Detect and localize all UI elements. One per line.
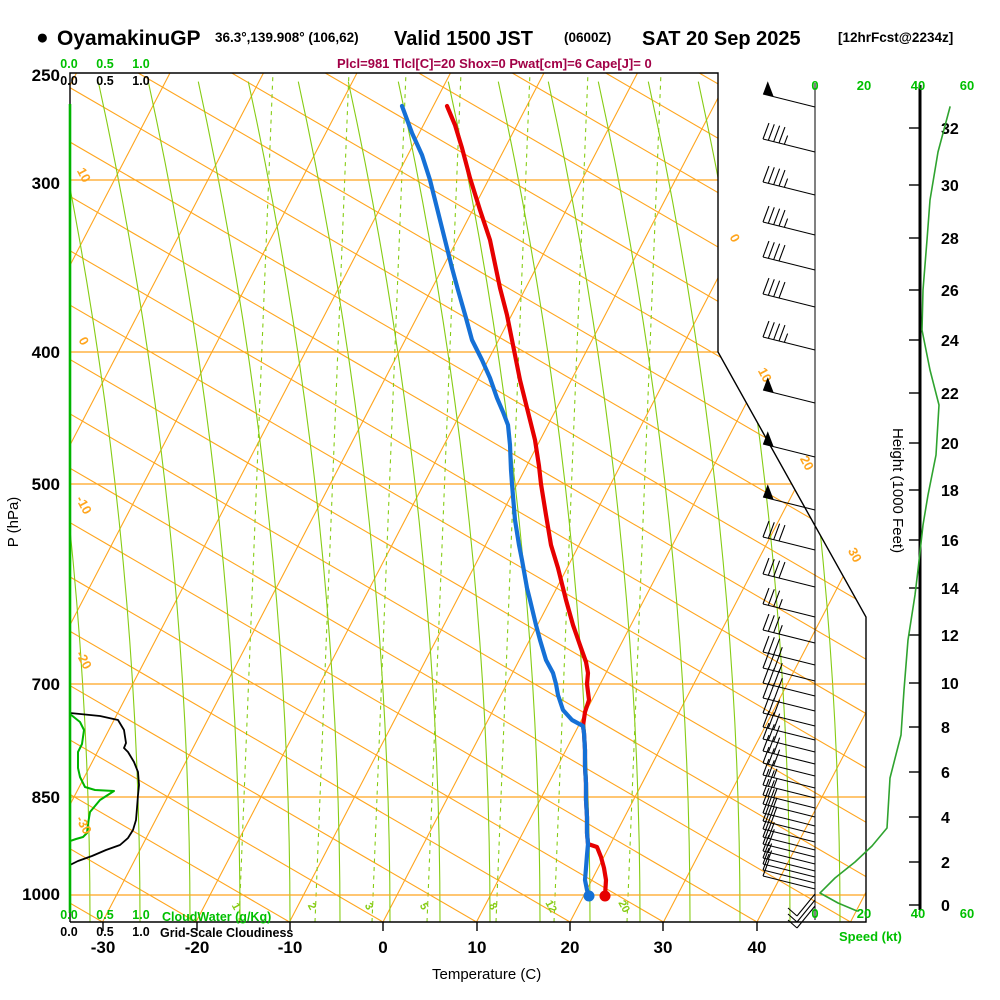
- cloud-profiles: [70, 712, 140, 866]
- speed-tick-label: 40: [911, 906, 925, 921]
- mixing-ratio-label: 1: [229, 901, 242, 912]
- height-tick-label: 12: [941, 628, 959, 645]
- isotherm-label: -30: [73, 813, 95, 837]
- title-bullet: ●: [36, 26, 49, 49]
- height-tick-label: 10: [941, 676, 959, 693]
- height-tick-label: 20: [941, 436, 959, 453]
- temperature-tick-label: 40: [748, 938, 767, 957]
- height-tick-label: 24: [941, 333, 959, 350]
- pressure-tick-label: 250: [32, 66, 60, 85]
- height-tick-label: 2: [941, 855, 950, 872]
- pressure-tick-label: 1000: [22, 885, 60, 904]
- speed-axis-label: Speed (kt): [839, 929, 902, 944]
- mixing-ratio-label: 5: [417, 901, 430, 912]
- isotherm-label: 10: [755, 365, 775, 385]
- temperature-tick-label: 30: [654, 938, 673, 957]
- valid-date: SAT 20 Sep 2025: [642, 28, 801, 50]
- height-tick-label: 28: [941, 231, 959, 248]
- temperature-tick-label: 20: [561, 938, 580, 957]
- cloudwater-scale-value: 0.0: [60, 908, 77, 922]
- height-tick-label: 30: [941, 178, 959, 195]
- height-tick-label: 18: [941, 483, 959, 500]
- pressure-tick-label: 300: [32, 174, 60, 193]
- speed-tick-label: 0: [811, 78, 818, 93]
- temperature-axis-label: Temperature (C): [432, 966, 541, 983]
- pressure-axis-label: P (hPa): [5, 497, 22, 548]
- station-coords: 36.3°,139.908° (106,62): [215, 30, 359, 45]
- isotherm-label: -10: [73, 493, 95, 517]
- temperature-tick-label: -10: [278, 938, 303, 957]
- mixing-ratio-label: 20: [615, 898, 631, 914]
- cloudwater-scale-value: 0.5: [96, 908, 113, 922]
- temperature-tick-label: 10: [468, 938, 487, 957]
- isotherm-label: 0: [76, 334, 93, 347]
- gridscale-scale-value: 0.0: [60, 74, 77, 88]
- pressure-tick-label: 500: [32, 475, 60, 494]
- height-axis-label: Height (1000 Feet): [889, 428, 906, 553]
- speed-tick-label: 60: [960, 78, 974, 93]
- temperature-tick-label: -30: [91, 938, 116, 957]
- isotherm-label: 10: [74, 165, 94, 185]
- gridscale-scale-value: 0.5: [96, 74, 113, 88]
- cloudwater-scale-value: 1.0: [132, 57, 149, 71]
- pressure-tick-label: 400: [32, 343, 60, 362]
- surface-temperature-dot: [599, 890, 611, 902]
- speed-tick-label: 0: [811, 906, 818, 921]
- gridscale-scale-label: Grid-Scale Cloudiness: [160, 926, 293, 940]
- gridscale-scale-value: 0.0: [60, 925, 77, 939]
- cloudwater-scale-label: CloudWater (g/Kg): [162, 910, 271, 924]
- mixing-ratio-label: 3: [362, 901, 375, 912]
- speed-tick-label: 20: [857, 78, 871, 93]
- isotherm-label: -20: [73, 648, 95, 672]
- height-tick-label: 6: [941, 765, 950, 782]
- pressure-tick-label: 700: [32, 675, 60, 694]
- cloudwater-scale-value: 1.0: [132, 908, 149, 922]
- isotherm-label: 30: [845, 545, 865, 565]
- surface-dewpoint-dot: [583, 890, 595, 902]
- speed-tick-label: 40: [911, 78, 925, 93]
- height-tick-label: 0: [941, 898, 950, 915]
- speed-tick-label: 20: [857, 906, 871, 921]
- pressure-tick-label: 850: [32, 788, 60, 807]
- valid-time: Valid 1500 JST: [394, 28, 533, 50]
- station-name: OyamakinuGP: [57, 27, 201, 50]
- mixing-ratio-label: 8: [486, 901, 499, 912]
- grid-lines: [70, 73, 866, 922]
- isotherm-label: 20: [797, 453, 817, 473]
- gridscale-scale-value: 0.5: [96, 925, 113, 939]
- temperature-tick-label: -20: [185, 938, 210, 957]
- forecast-info: [12hrFcst@2234z]: [838, 30, 953, 45]
- isotherm-label: 0: [727, 231, 744, 244]
- valid-utc: (0600Z): [564, 30, 611, 45]
- height-tick-label: 22: [941, 386, 959, 403]
- sounding-traces: [399, 103, 609, 899]
- cloudwater-scale-value: 0.5: [96, 57, 113, 71]
- surface-dots: [583, 890, 611, 902]
- gridscale-scale-value: 1.0: [132, 925, 149, 939]
- height-tick-label: 4: [941, 810, 950, 827]
- mixing-ratio-label: 12: [542, 898, 558, 914]
- height-tick-label: 16: [941, 533, 959, 550]
- height-tick-label: 14: [941, 581, 959, 598]
- temperature-tick-label: 0: [378, 938, 387, 957]
- wind-barbs: [762, 81, 816, 929]
- mixing-ratio-label: 2: [305, 901, 318, 912]
- gridscale-scale-value: 1.0: [132, 74, 149, 88]
- height-tick-label: 26: [941, 283, 959, 300]
- speed-profile: [819, 106, 951, 912]
- height-tick-label: 8: [941, 720, 950, 737]
- sounding-parameters: Plcl=981 Tlcl[C]=20 Shox=0 Pwat[cm]=6 Ca…: [337, 56, 652, 71]
- cloudwater-scale-value: 0.0: [60, 57, 77, 71]
- speed-tick-label: 60: [960, 906, 974, 921]
